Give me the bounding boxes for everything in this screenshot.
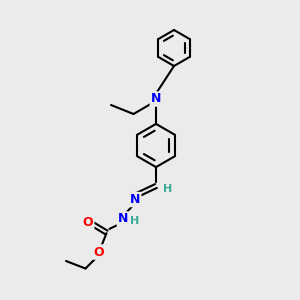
Text: O: O — [82, 215, 93, 229]
Text: H: H — [130, 216, 140, 226]
Text: H: H — [164, 184, 172, 194]
Text: N: N — [151, 92, 161, 106]
Text: N: N — [118, 212, 128, 226]
Text: N: N — [130, 193, 140, 206]
Text: O: O — [94, 245, 104, 259]
